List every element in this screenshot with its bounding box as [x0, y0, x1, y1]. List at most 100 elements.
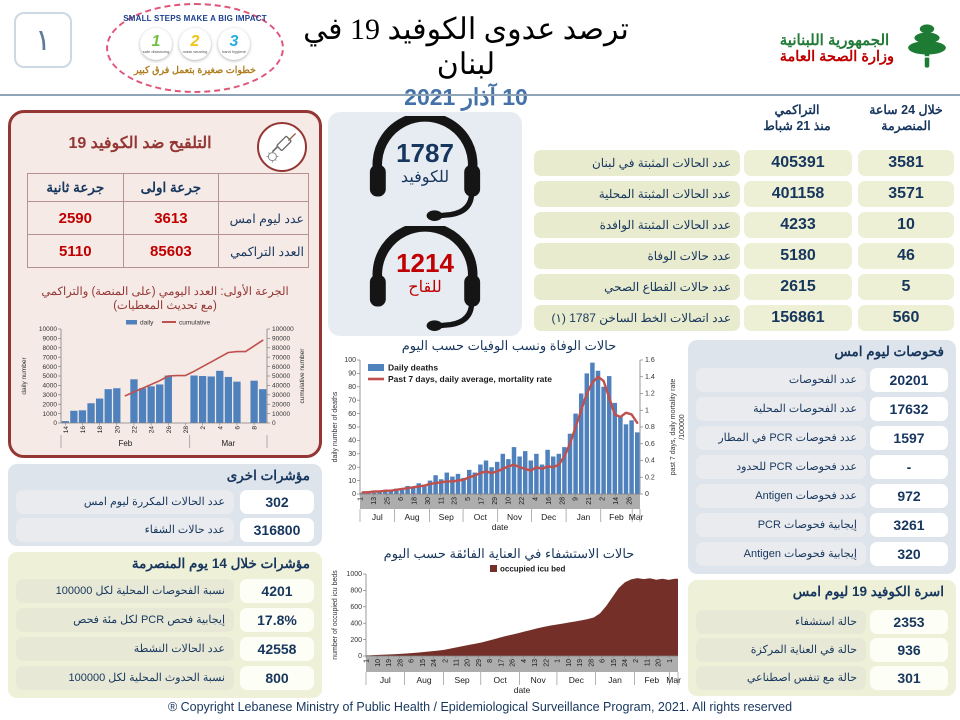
svg-text:22: 22 — [519, 497, 526, 505]
test-row-label: عدد الفحوصات المحلية — [696, 397, 866, 421]
svg-text:1.2: 1.2 — [645, 391, 655, 398]
svg-text:cumulative number: cumulative number — [299, 348, 306, 404]
stat-value-cumulative: 156861 — [744, 305, 852, 331]
svg-text:0: 0 — [352, 491, 356, 498]
test-row-label: إيجابية فحوصات PCR — [696, 513, 866, 537]
svg-text:1: 1 — [364, 659, 371, 663]
svg-text:24: 24 — [431, 659, 438, 667]
svg-text:0: 0 — [53, 420, 57, 427]
other-indicator-row-label: عدد الحالات المكررة ليوم امس — [16, 490, 234, 514]
poster-title: SMALL STEPS MAKE A BIG IMPACT — [123, 14, 267, 23]
stat-value-cumulative: 401158 — [744, 181, 852, 207]
indicator-14d-row-label: إيجابية فحص PCR لكل مئة فحص — [16, 608, 234, 632]
svg-text:25: 25 — [385, 497, 392, 505]
poster-step: 1 safe distancing — [140, 28, 172, 60]
other-indicator-row-value: 316800 — [240, 518, 314, 542]
svg-text:16: 16 — [80, 426, 87, 434]
headset-icon — [360, 112, 490, 226]
svg-text:19: 19 — [386, 659, 393, 667]
headset-icon — [360, 222, 490, 336]
header-divider — [0, 94, 960, 96]
svg-text:daily: daily — [140, 320, 154, 327]
hotline-panel: 1787 للكوفيد 1214 للقاح — [328, 112, 522, 336]
daily-stats-table: خلال 24 ساعة المنصرمة التراكمي منذ 21 شب… — [532, 100, 956, 338]
other-indicators-title: مؤشرات اخرى — [226, 468, 310, 483]
svg-text:0.8: 0.8 — [645, 424, 655, 431]
hotline-vaccine-number: 1214 — [396, 248, 454, 278]
other-indicators-panel: مؤشرات اخرى عدد الحالات المكررة ليوم امس… — [8, 464, 322, 546]
hotline-covid-label: للكوفيد — [400, 169, 450, 186]
svg-text:28: 28 — [559, 497, 566, 505]
other-indicator-row-label: عدد حالات الشفاء — [16, 518, 234, 542]
svg-text:15: 15 — [420, 659, 427, 667]
svg-text:20: 20 — [348, 464, 356, 471]
header-24h-line1: خلال 24 ساعة — [869, 103, 943, 117]
svg-text:/100000: /100000 — [679, 414, 686, 439]
test-row-value: 20201 — [870, 368, 948, 392]
ministry-line2: وزارة الصحة العامة — [779, 49, 894, 65]
svg-text:9: 9 — [573, 497, 580, 501]
deaths-chart-title: حالات الوفاة ونسب الوفيات حسب اليوم — [401, 338, 617, 353]
svg-text:Mar: Mar — [221, 439, 235, 448]
svg-text:date: date — [514, 685, 531, 695]
svg-text:Nov: Nov — [531, 675, 547, 685]
bed-row-label: حالة في العناية المركزة — [696, 638, 866, 662]
bed-row-value: 301 — [870, 666, 948, 690]
svg-text:past 7 days, daily mortality r: past 7 days, daily mortality rate — [670, 379, 677, 476]
vax-first-dose-cumulative: 85603 — [122, 234, 220, 268]
svg-text:5: 5 — [465, 497, 472, 501]
poster-steps: 1 safe distancing 2 mask wearing 3 hand hygie… — [106, 28, 284, 60]
vaccination-title: التلقيح ضد الكوفيد 19 — [68, 135, 212, 152]
slide-number-box: ١ — [14, 12, 72, 68]
svg-text:50: 50 — [348, 424, 356, 431]
test-row-label: عدد الفحوصات — [696, 368, 866, 392]
svg-text:60000: 60000 — [272, 364, 290, 371]
header-cum-line1: التراكمي — [774, 103, 820, 117]
stat-label: عدد الحالات المثبتة الوافدة — [534, 212, 740, 238]
svg-text:1.4: 1.4 — [645, 374, 655, 381]
indicators-14d-title: مؤشرات خلال 14 يوم المنصرمة — [131, 556, 310, 571]
vax-header-first-dose: جرعة اولى — [122, 173, 220, 202]
svg-text:5000: 5000 — [43, 373, 58, 380]
svg-text:0.4: 0.4 — [645, 458, 655, 465]
svg-text:400: 400 — [350, 620, 362, 627]
poster-step-label: safe distancing — [142, 49, 170, 54]
svg-text:20: 20 — [656, 659, 663, 667]
svg-text:1: 1 — [645, 407, 649, 414]
indicator-14d-row-label: عدد الحالات النشطة — [16, 637, 234, 661]
svg-text:23: 23 — [452, 497, 459, 505]
column-header-24h: خلال 24 ساعة المنصرمة — [858, 102, 954, 134]
test-row-value: 320 — [870, 542, 948, 566]
svg-text:14: 14 — [613, 497, 620, 505]
svg-text:Jan: Jan — [577, 512, 591, 522]
indicator-14d-row-value: 800 — [240, 666, 314, 690]
copyright-footer: ® Copyright Lebanese Ministry of Public … — [167, 700, 793, 714]
svg-text:40: 40 — [348, 438, 356, 445]
vaccination-note: الجرعة الأولى: العدد اليومي (على المنصة)… — [17, 285, 313, 313]
vaccination-chart-wrap: 0 10000 20000 30000 40000 50000 60000 70000 8000… — [19, 315, 317, 457]
svg-text:20: 20 — [114, 426, 121, 434]
svg-text:1.6: 1.6 — [645, 357, 655, 364]
svg-text:Feb: Feb — [118, 439, 132, 448]
svg-text:Daily deaths: Daily deaths — [388, 363, 438, 373]
stat-label: عدد اتصالات الخط الساخن 1787 (١) — [534, 305, 740, 331]
svg-text:Nov: Nov — [507, 512, 523, 522]
stat-value-24h: 10 — [858, 212, 954, 238]
svg-text:Jul: Jul — [372, 512, 383, 522]
test-row-value: 3261 — [870, 513, 948, 537]
svg-text:1: 1 — [358, 497, 365, 501]
stat-label: عدد حالات القطاع الصحي — [534, 274, 740, 300]
svg-text:2: 2 — [600, 497, 607, 501]
stat-label: عدد حالات الوفاة — [534, 243, 740, 269]
svg-text:10000: 10000 — [39, 326, 57, 333]
svg-text:Mar: Mar — [629, 512, 644, 522]
tests-panel: فحوصات ليوم امس عدد الفحوصات 20201 عدد الف… — [688, 340, 956, 574]
deaths-chart: 0 0.2 0.4 0.6 0.8 1 1.2 1.4 1.6 0 10 20 30 40 50 60 70 80… — [332, 357, 686, 532]
svg-text:6: 6 — [398, 497, 405, 501]
svg-text:Past 7 days, daily average, mo: Past 7 days, daily average, mortality ra… — [388, 374, 552, 384]
svg-text:30: 30 — [348, 451, 356, 458]
vax-second-dose-cumulative: 5110 — [27, 234, 124, 268]
svg-text:17: 17 — [479, 497, 486, 505]
syringe-icon — [257, 122, 307, 172]
